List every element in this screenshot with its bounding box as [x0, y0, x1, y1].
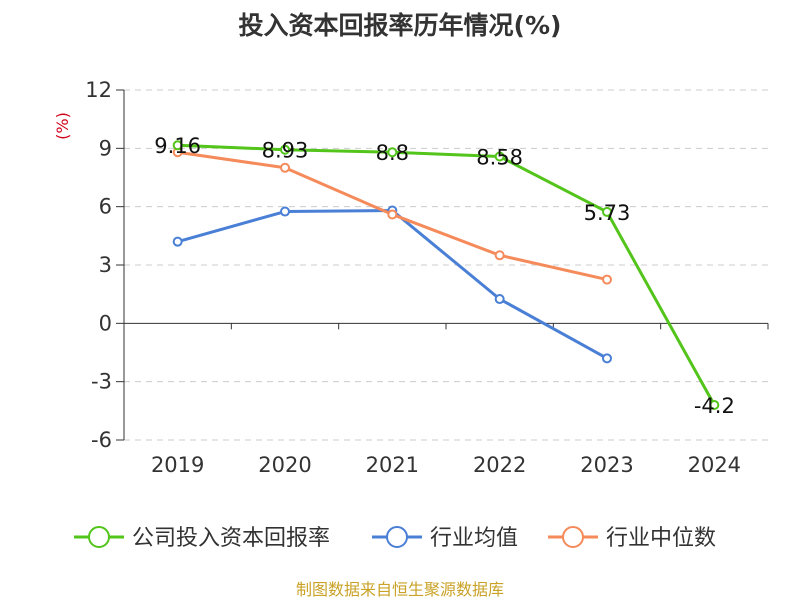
- legend-marker-circle: [88, 526, 110, 548]
- x-tick-label: 2024: [688, 453, 741, 477]
- series-line: [177, 143, 716, 406]
- data-label: 8.93: [262, 139, 309, 163]
- y-tick-label: 9: [99, 136, 112, 160]
- y-tick-label: -6: [91, 428, 112, 452]
- data-point: [172, 236, 183, 247]
- data-source-footer: 制图数据来自恒生聚源数据库: [295, 580, 504, 599]
- data-point: [387, 147, 398, 158]
- data-point: [602, 206, 612, 217]
- chart-title: 投入资本回报率历年情况(%): [238, 11, 562, 40]
- y-tick-label: -3: [91, 370, 112, 394]
- data-label: -4.2: [694, 394, 735, 418]
- data-point: [602, 274, 612, 285]
- x-tick-label: 2022: [473, 453, 526, 477]
- data-point: [494, 250, 505, 261]
- data-point: [494, 151, 505, 162]
- legend-label: 行业均值: [430, 526, 518, 551]
- data-point: [387, 209, 398, 220]
- data-point: [280, 162, 290, 173]
- y-tick-label: 6: [99, 195, 112, 219]
- series-line: [177, 209, 608, 360]
- data-point: [280, 144, 290, 155]
- data-label: 8.8: [376, 141, 409, 165]
- legend-label: 行业中位数: [606, 526, 716, 551]
- data-point: [172, 140, 183, 151]
- x-tick-label: 2023: [580, 453, 633, 477]
- data-point: [280, 206, 290, 217]
- legend-label: 公司投入资本回报率: [132, 526, 330, 551]
- data-point: [602, 353, 612, 364]
- legend-marker-circle: [386, 526, 408, 548]
- x-tick-label: 2019: [151, 453, 204, 477]
- data-label: 5.73: [584, 201, 631, 225]
- data-label: 8.58: [476, 146, 523, 170]
- y-tick-label: 3: [99, 253, 112, 277]
- y-tick-label: 12: [85, 78, 112, 102]
- x-tick-label: 2021: [366, 453, 419, 477]
- y-tick-label: 0: [99, 311, 112, 335]
- y-axis-label: (%): [53, 112, 72, 140]
- x-tick-label: 2020: [258, 453, 311, 477]
- data-point: [494, 294, 505, 305]
- data-point: [709, 400, 720, 410]
- data-label: 9.16: [154, 134, 201, 158]
- legend-marker-circle: [562, 526, 584, 548]
